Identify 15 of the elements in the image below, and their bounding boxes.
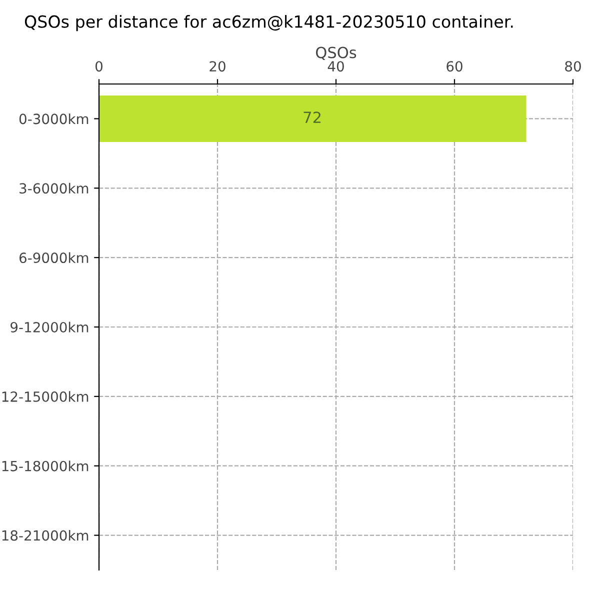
y-tick-label: 3-6000km <box>20 182 88 194</box>
y-tick-label: 0-3000km <box>19 113 88 124</box>
x-tick-label: 60 <box>446 61 462 72</box>
y-tick-label: 18-21000km <box>2 530 88 541</box>
x-axis-title: QSOs <box>316 46 356 60</box>
chart-title: QSOs per distance for ac6zm@k1481-20230510 container. <box>24 15 513 32</box>
x-tick-label: 80 <box>565 61 581 72</box>
x-tick-label: 0 <box>95 61 102 72</box>
x-tick-label: 20 <box>210 61 226 72</box>
y-tick-label: 15-18000km <box>2 460 88 472</box>
data-label: 72 <box>304 112 320 123</box>
x-tick-label: 40 <box>328 61 344 72</box>
y-tick-label: 12-15000km <box>2 391 88 402</box>
y-tick-label: 6-9000km <box>19 252 88 264</box>
y-tick-label: 9-12000km <box>10 322 88 332</box>
